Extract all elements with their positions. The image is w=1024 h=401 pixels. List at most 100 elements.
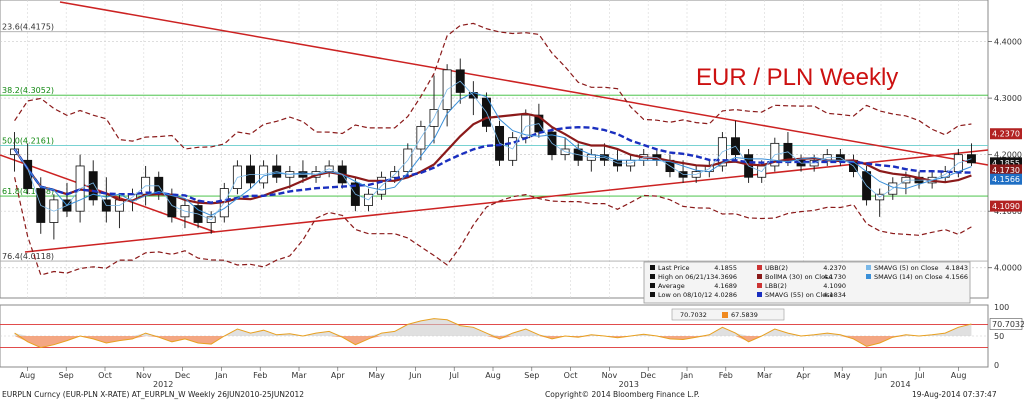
legend-label: SMAVG (55) on Close [765,291,834,299]
price-tag-value: 4.1855 [992,159,1020,168]
upper-bollinger-band [14,22,972,150]
legend-swatch [650,292,655,297]
lower-bollinger-band [14,177,972,276]
price-axis: 4.4000 4.3000 4.2000 4.1000 4.0000 [988,38,1022,273]
month-label: Nov [602,371,618,380]
legend-swatch [757,292,762,297]
legend-swatch [650,283,655,288]
price-tick-label: 4.3000 [994,94,1022,103]
candle-body [88,171,98,201]
legend-value: 4.1834 [823,291,846,299]
fib-level-label: 38.2(4.3052) [2,86,54,95]
price-tag-box [990,164,1022,176]
month-label: Mar [757,371,773,380]
legend-label: SMAVG (5) on Close [874,264,938,272]
footer-copyright: Copyright© 2014 Bloomberg Finance L.P. [545,390,700,399]
rsi-tag-box [989,318,1023,330]
legend-value: 4.2370 [823,264,846,272]
rsi-legend-value: 67.5839 [731,311,758,319]
price-tag-value: 4.1730 [992,166,1020,175]
legend-value: 4.1843 [945,264,968,272]
legend-value: 4.1855 [714,264,737,272]
month-label: Oct [98,371,112,380]
price-tag-box [990,173,1022,185]
price-tick-label: 4.0000 [994,264,1022,273]
sma-14-line [14,91,972,216]
month-label: Apr [796,371,811,380]
legend-label: Average [658,282,685,290]
month-label: Nov [136,371,152,380]
rsi-lower-area [14,336,972,348]
month-label: Oct [564,371,578,380]
year-label: 2012 [153,380,173,389]
price-tag-value: 4.1090 [992,202,1020,211]
legend-label: Last Price [658,264,689,272]
legend-value: 4.1689 [714,282,737,290]
legend-value: 4.3696 [714,273,737,281]
price-tag-box [990,128,1022,140]
footer-timestamp: 19-Aug-2014 07:37:47 [912,390,997,399]
bollinger-bands [14,22,972,276]
month-label: Aug [485,371,501,380]
price-tag-value: 4.1566 [992,175,1020,184]
fib-level-label: 50.0(4.2161) [2,137,54,146]
legend-label: UBB(2) [765,264,788,272]
chart-title: EUR / PLN Weekly [696,64,898,91]
month-label: May [368,371,385,380]
rsi-legend-value: 70.7032 [680,311,707,319]
rsi-line [14,318,972,349]
price-tick-label: 4.1000 [994,207,1022,216]
footer-ticker: EURPLN Curncy (EUR-PLN X-RATE) AT_EURPLN… [2,390,304,399]
price-tag-box [990,157,1022,169]
month-label: Sep [524,371,539,380]
month-label: Dec [640,371,655,380]
price-tick-label: 4.2000 [994,151,1022,160]
month-label: Feb [253,371,267,380]
rsi-legend-swatch [722,312,728,318]
rsi-tick-label: 50 [994,332,1004,341]
candle-body [10,148,20,156]
rsi-indicator [0,318,988,349]
legend-value: 4.1090 [823,282,846,290]
rsi-tag-value: 70.7032 [992,320,1024,329]
legend-value: 4.1730 [823,273,846,281]
legend-label: BollMA (30) on Close [765,273,832,281]
month-label: Jan [214,371,227,380]
price-tag-box [990,200,1022,212]
month-label: Apr [331,371,346,380]
moving-averages [13,80,972,221]
legend-swatch [866,265,871,270]
candle-body [966,154,976,164]
sma-55-line [13,125,972,204]
year-label: 2014 [890,380,910,389]
month-label: Jan [680,371,693,380]
legend-label: Low on 08/10/12 [658,291,712,299]
month-label: Dec [175,371,190,380]
price-tick-label: 4.4000 [994,38,1022,47]
legend-swatch [650,274,655,279]
time-axis: Aug Sep Oct Nov Dec Jan Feb Mar Apr May Jun Jul Aug S… [20,367,967,389]
legend-label: High on 06/21/13 [658,273,714,281]
year-label: 2013 [619,380,639,389]
price-tag-value: 4.2370 [992,130,1020,139]
sma-5-line [14,80,972,221]
legend-label: LBB(2) [765,282,787,290]
month-label: May [834,371,851,380]
month-label: Feb [719,371,733,380]
rsi-tick-label: 100 [994,303,1009,312]
month-label: Sep [59,371,74,380]
month-label: Jun [874,371,888,380]
rsi-tick-label: 0 [994,361,999,370]
legend-swatch [650,265,655,270]
legend-value: 4.0286 [714,291,737,299]
fib-level-label: 76.4(4.0118) [2,252,54,261]
legend-value: 4.1566 [945,273,968,281]
descending-trendline [59,1,989,166]
month-label: Mar [291,371,307,380]
legend-swatch [757,265,762,270]
month-label: Jul [448,371,459,380]
month-label: Aug [951,371,967,380]
